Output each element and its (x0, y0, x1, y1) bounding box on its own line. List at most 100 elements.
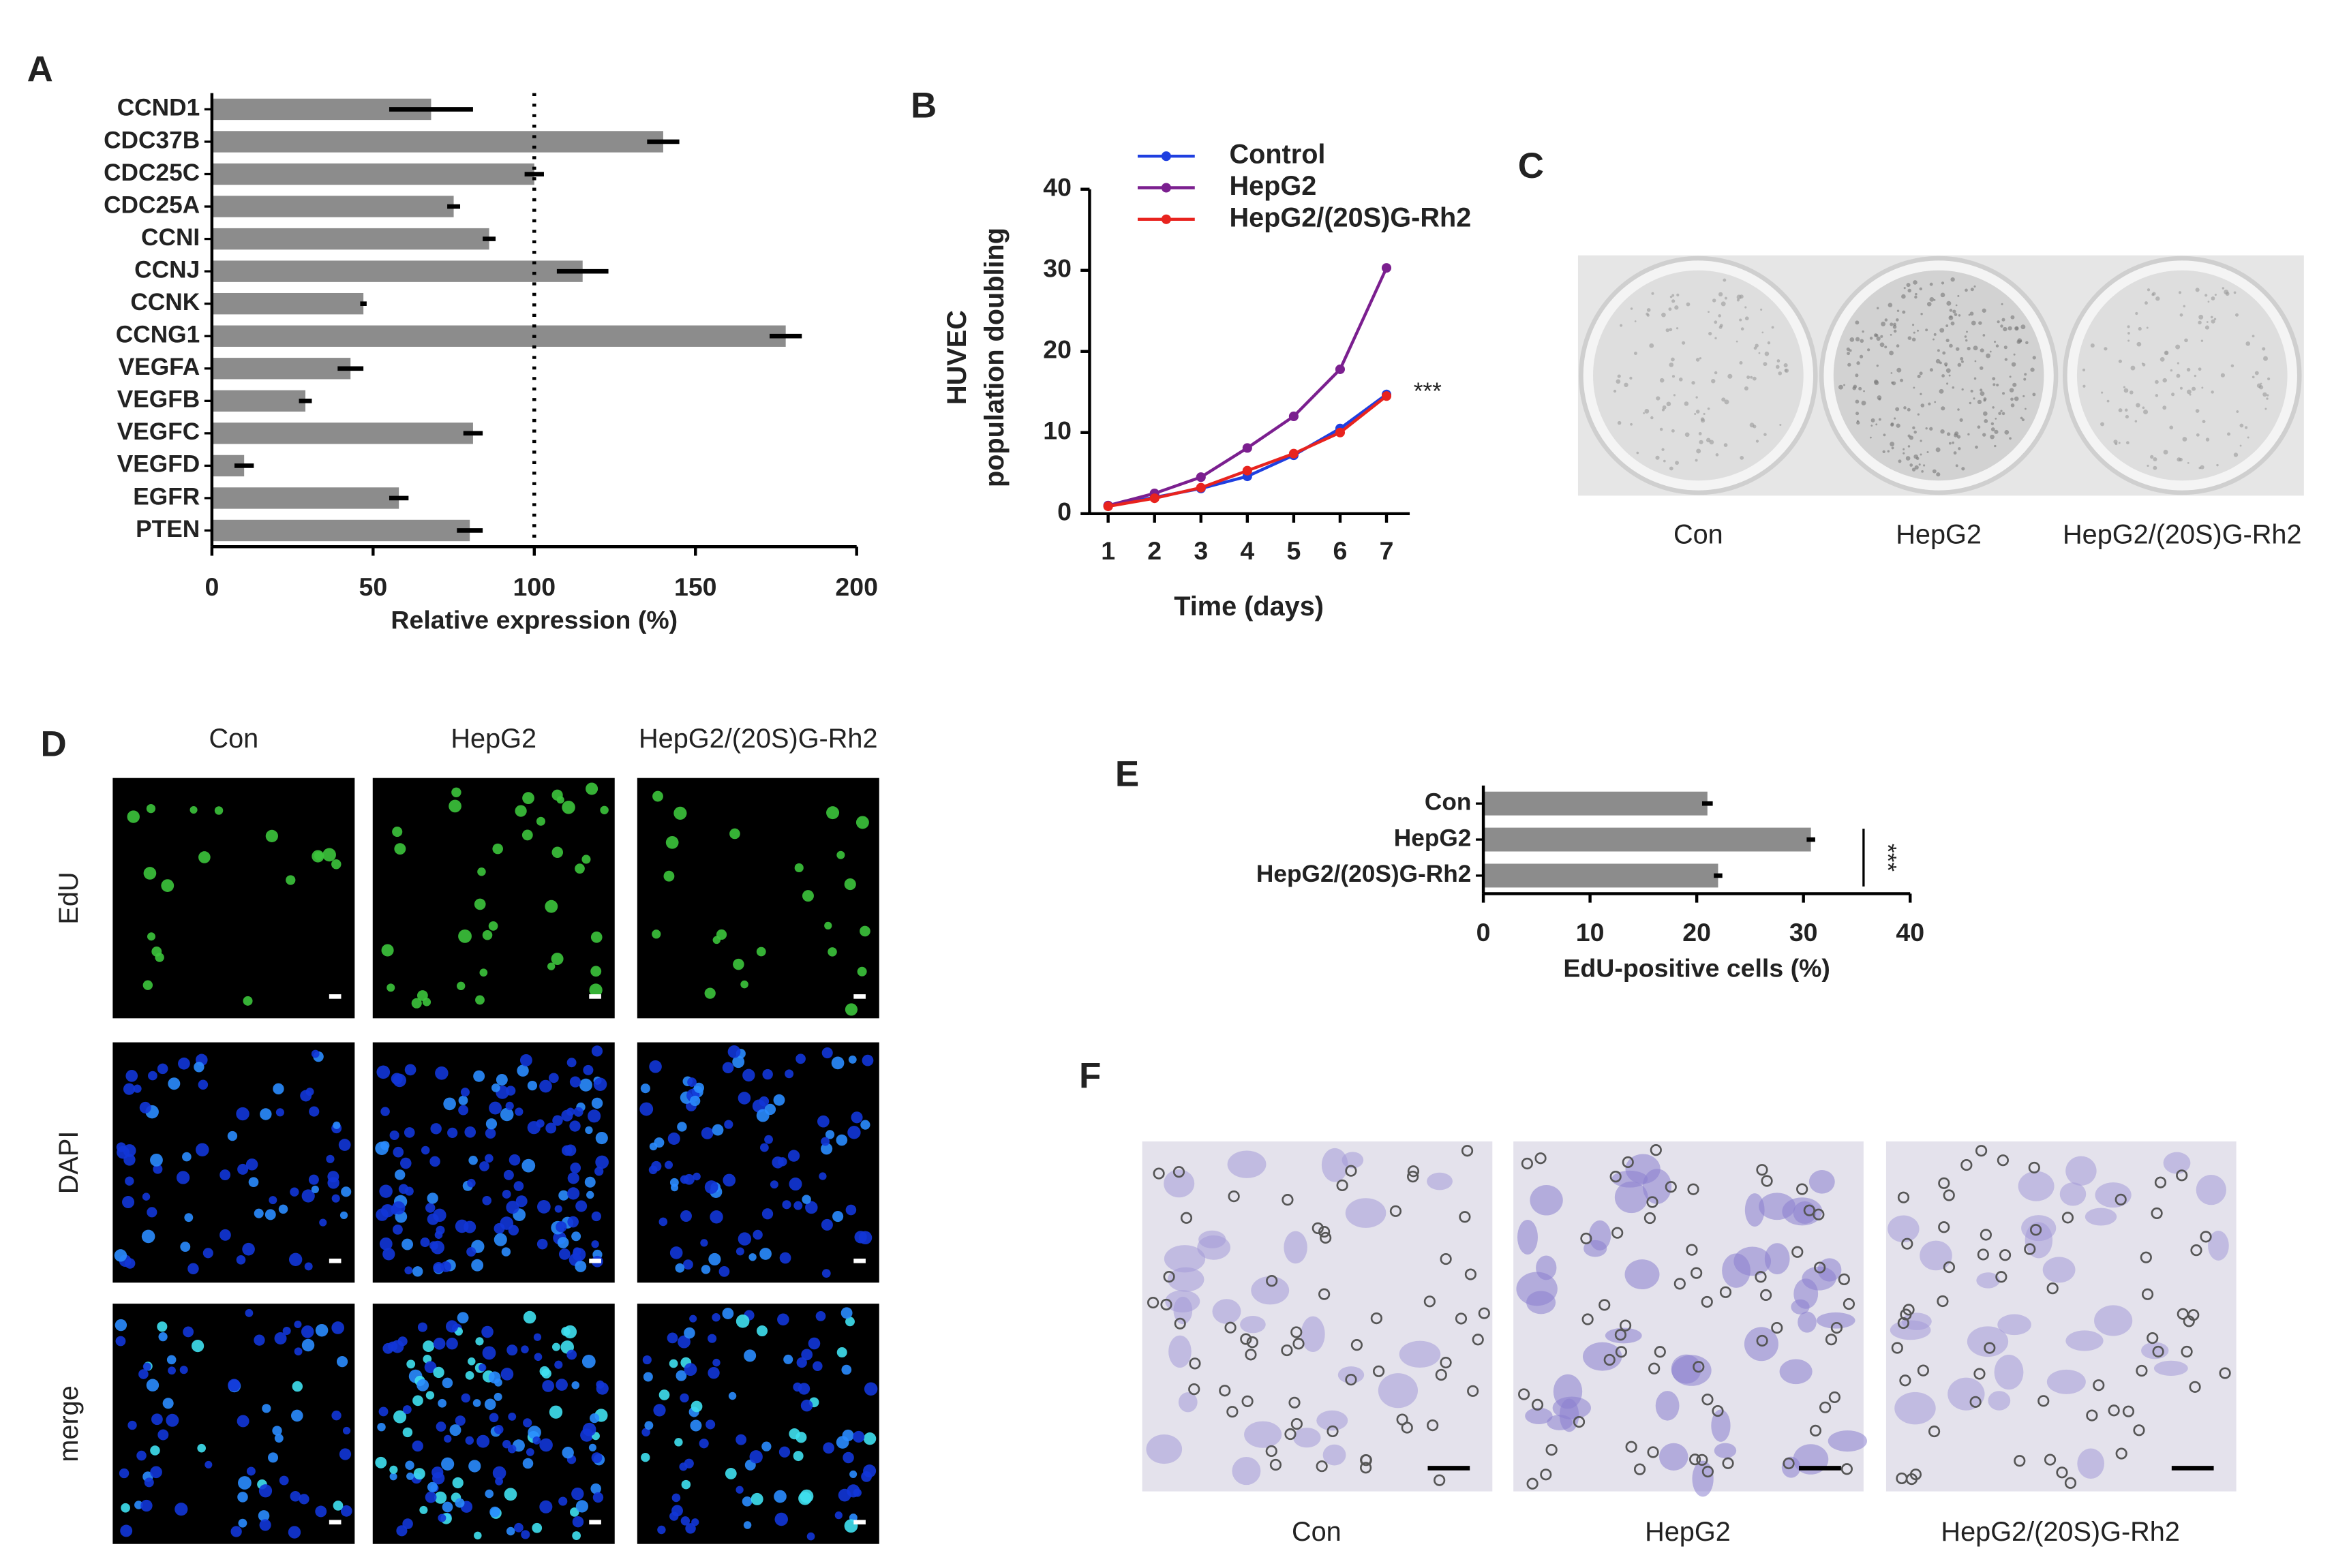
nucleus (404, 1064, 416, 1076)
nucleus (843, 1451, 854, 1464)
pore (1650, 1144, 1662, 1156)
nucleus (389, 1473, 397, 1481)
nucleus (515, 1107, 524, 1116)
cell (1321, 1148, 1348, 1182)
category-label: VEGFD (117, 451, 200, 478)
texture (2195, 288, 2200, 292)
nucleus (738, 1232, 752, 1246)
nucleus (315, 1323, 329, 1337)
nucleus (458, 1105, 469, 1116)
nucleus (785, 1069, 794, 1079)
nucleus (563, 1325, 577, 1339)
texture (1907, 288, 1911, 293)
cell (1764, 1243, 1790, 1275)
bar (211, 131, 663, 153)
texture (2214, 293, 2217, 296)
nucleus (246, 1466, 256, 1476)
texture (2254, 371, 2259, 375)
texture (2004, 430, 2010, 435)
texture (1855, 373, 1859, 378)
nucleus (196, 1143, 209, 1157)
nucleus (425, 1203, 436, 1213)
bar (1483, 863, 1718, 888)
nucleus (523, 1310, 536, 1324)
nucleus (685, 1523, 696, 1534)
nucleus (569, 1120, 581, 1132)
texture (2023, 378, 2027, 381)
nucleus (537, 1200, 551, 1214)
nucleus (728, 1392, 737, 1400)
pore (1320, 1231, 1332, 1244)
texture (1684, 432, 1690, 437)
cell (1345, 1198, 1386, 1228)
nucleus (641, 1453, 650, 1462)
pore (2200, 1231, 2212, 1243)
category-label: CCNK (130, 289, 200, 316)
texture (1950, 316, 1952, 318)
nucleus (539, 1500, 553, 1513)
texture (1945, 368, 1951, 373)
texture (1945, 364, 1948, 367)
nucleus (802, 1195, 811, 1204)
pore (2029, 1224, 2042, 1236)
pore (1269, 1458, 1282, 1471)
nucleus (123, 1144, 136, 1157)
image-label: Con (1673, 519, 1723, 549)
nucleus (748, 1253, 757, 1261)
nucleus (168, 1077, 181, 1090)
pore (1938, 1221, 1950, 1233)
micrograph (637, 1042, 879, 1283)
texture (1651, 292, 1654, 295)
cell (1526, 1291, 1556, 1315)
texture (1983, 397, 1987, 401)
texture (2239, 444, 2242, 447)
texture (2220, 373, 2225, 378)
texture (1998, 412, 2001, 416)
nucleus (308, 1174, 319, 1185)
nucleus (238, 1476, 252, 1490)
nucleus (471, 1259, 484, 1272)
x-tick-label: 0 (204, 572, 219, 601)
nucleus (521, 829, 533, 841)
nucleus (404, 1127, 415, 1138)
pore (1246, 1336, 1258, 1349)
x-tick-label: 3 (1194, 536, 1208, 565)
cell (1808, 1170, 1835, 1194)
texture (1694, 412, 1697, 415)
texture (1878, 418, 1881, 421)
pore (1840, 1463, 1853, 1475)
nucleus (176, 1171, 190, 1184)
texture (1946, 382, 1949, 385)
pore (1440, 1356, 1452, 1369)
nucleus (778, 1446, 791, 1458)
pore (1327, 1425, 1339, 1437)
nucleus (551, 1342, 560, 1351)
cell (1552, 1396, 1591, 1419)
nucleus (583, 1064, 594, 1075)
nucleus (198, 1079, 209, 1090)
pore (2024, 1243, 2036, 1255)
nucleus (687, 1077, 697, 1087)
texture (1958, 447, 1961, 450)
texture (1989, 350, 1992, 353)
cell (1711, 1409, 1731, 1442)
nucleus (254, 1334, 265, 1346)
nucleus (590, 1483, 601, 1494)
nucleus (166, 1355, 177, 1365)
pore (1838, 1273, 1850, 1285)
nucleus (421, 1146, 430, 1155)
nucleus (452, 1477, 464, 1489)
texture (1779, 423, 1782, 427)
texture (1911, 467, 1916, 472)
nucleus (236, 1255, 246, 1265)
texture (1914, 465, 1919, 470)
cell (1525, 1407, 1553, 1424)
nucleus (855, 816, 869, 829)
texture (1895, 318, 1899, 322)
cell (1659, 1443, 1688, 1471)
scale-bar (589, 994, 601, 999)
texture (1920, 453, 1922, 456)
texture (1913, 280, 1918, 285)
pore (1219, 1385, 1231, 1397)
nucleus (301, 1325, 314, 1338)
